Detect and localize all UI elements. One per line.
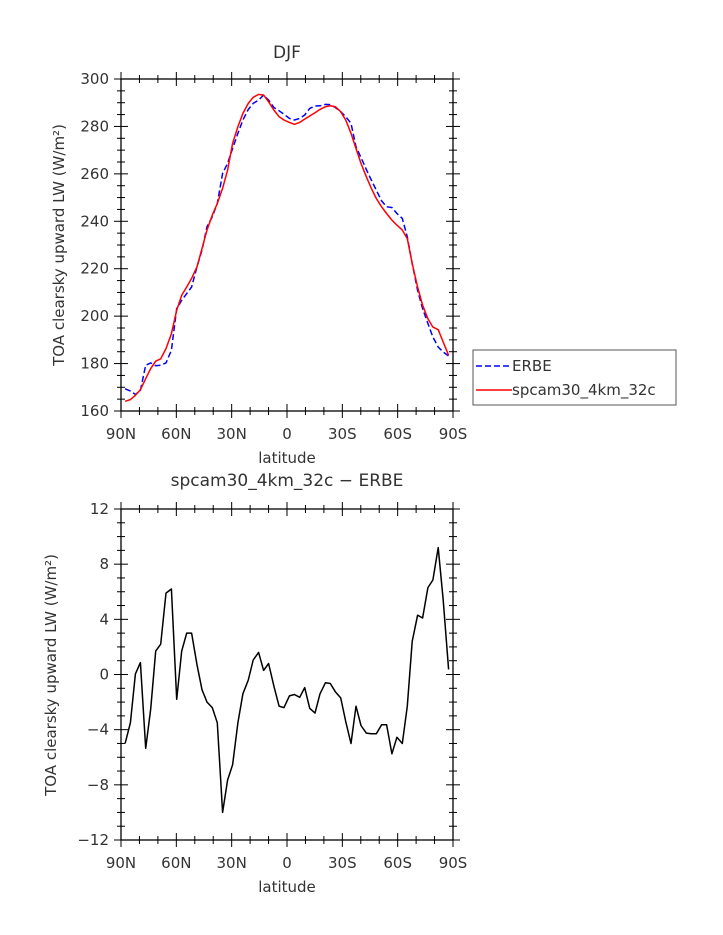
y-axis-label: TOA clearsky upward LW (W/m²): [42, 554, 60, 797]
legend-label-erbe: ERBE: [512, 357, 552, 375]
x-tick-label: 90S: [439, 425, 468, 443]
legend: ERBE spcam30_4km_32c: [472, 349, 677, 406]
y-tick-label: 280: [80, 117, 109, 135]
x-axis-label: latitude: [258, 878, 316, 896]
plot-frame: [120, 78, 454, 412]
y-tick-label: 180: [80, 355, 109, 373]
series-line-difference: [124, 546, 450, 814]
plot-frame: [120, 508, 454, 841]
y-tick-label: 160: [80, 402, 109, 420]
x-tick-label: 60N: [161, 854, 191, 872]
x-tick-label: 30S: [328, 854, 357, 872]
y-tick-label: −4: [87, 721, 109, 739]
y-tick-label: 240: [80, 212, 109, 230]
y-tick-label: 220: [80, 260, 109, 278]
x-tick-label: 30N: [217, 854, 247, 872]
y-tick-label: 12: [90, 500, 109, 518]
x-tick-label: 30N: [217, 425, 247, 443]
y-tick-label: 4: [99, 610, 109, 628]
chart-title: spcam30_4km_32c − ERBE: [171, 471, 404, 491]
y-tick-label: 8: [99, 555, 109, 573]
y-tick-label: 200: [80, 307, 109, 325]
y-tick-label: −8: [87, 776, 109, 794]
x-tick-label: 90N: [106, 854, 136, 872]
chart-title: DJF: [273, 43, 301, 63]
bottom-panel-difference: spcam30_4km_32c − ERBE latitude TOA clea…: [42, 471, 467, 896]
y-tick-label: −12: [77, 831, 109, 849]
x-tick-label: 90S: [439, 854, 468, 872]
y-tick-label: 300: [80, 70, 109, 88]
y-tick-label: 0: [99, 666, 109, 684]
y-tick-label: 260: [80, 165, 109, 183]
series-line-erbe: [124, 94, 450, 396]
x-axis-label: latitude: [258, 449, 316, 467]
x-tick-label: 90N: [106, 425, 136, 443]
series-line-spcam30-4km-32c: [124, 93, 450, 403]
x-tick-label: 60S: [383, 854, 412, 872]
top-panel-djf: DJF latitude TOA clearsky upward LW (W/m…: [50, 43, 677, 467]
legend-box: [472, 349, 677, 406]
legend-label-spcam: spcam30_4km_32c: [512, 381, 656, 400]
x-tick-label: 0: [282, 425, 292, 443]
x-tick-label: 0: [282, 854, 292, 872]
x-tick-label: 60S: [383, 425, 412, 443]
x-tick-label: 30S: [328, 425, 357, 443]
y-axis-label: TOA clearsky upward LW (W/m²): [50, 124, 68, 367]
x-tick-label: 60N: [161, 425, 191, 443]
